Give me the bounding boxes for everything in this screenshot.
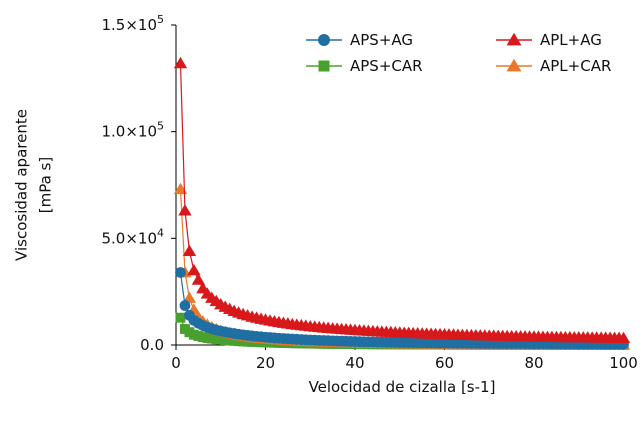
- y-tick-label: 0.0: [140, 336, 164, 354]
- legend-label: APS+AG: [350, 31, 413, 49]
- y-tick-label: 1.5×105: [101, 13, 164, 34]
- series-apl-car: [173, 182, 631, 350]
- data-point: [318, 34, 330, 46]
- y-ticks: 0.0 5.0×104 1.0×105 1.5×105: [101, 13, 176, 354]
- legend-item: APL+AG: [496, 31, 602, 49]
- data-point: [173, 56, 188, 69]
- y-axis-title-line-1: Viscosidad aparente: [13, 109, 31, 261]
- x-tick-label: 80: [524, 354, 543, 372]
- data-point: [182, 244, 197, 256]
- series-aps-ag: [175, 267, 629, 350]
- legend-item: APS+CAR: [306, 57, 423, 75]
- legend-item: APL+CAR: [496, 57, 611, 75]
- x-tick-label: 100: [609, 354, 638, 372]
- data-point: [178, 204, 192, 216]
- legend-item: APS+AG: [306, 31, 413, 49]
- data-point: [175, 312, 186, 323]
- series-apl-ag: [173, 56, 631, 344]
- legend: APS+AG APS+CAR APL+AG APL+CAR: [306, 31, 611, 75]
- data-point: [616, 331, 631, 344]
- data-point: [175, 267, 186, 278]
- x-axis-title: Velocidad de cizalla [s-1]: [309, 378, 496, 396]
- data-point: [187, 263, 201, 276]
- y-tick-label: 5.0×104: [101, 226, 164, 247]
- data-point: [506, 58, 522, 72]
- x-tick-label: 60: [435, 354, 454, 372]
- data-point: [506, 32, 522, 46]
- legend-label: APL+CAR: [540, 57, 611, 75]
- data-point: [318, 60, 330, 72]
- x-tick-label: 40: [345, 354, 364, 372]
- x-ticks: 0 20 40 60 80 100: [171, 345, 638, 372]
- data-point: [179, 300, 191, 311]
- y-axis-title-line-2: [mPa s]: [37, 157, 55, 213]
- x-tick-label: 0: [171, 354, 181, 372]
- data-point: [191, 273, 206, 285]
- legend-label: APS+CAR: [350, 57, 423, 75]
- series-line: [179, 63, 624, 339]
- series-layer: [173, 56, 631, 350]
- legend-label: APL+AG: [540, 31, 602, 49]
- x-tick-label: 20: [256, 354, 275, 372]
- data-point: [182, 291, 197, 303]
- y-tick-label: 1.0×105: [101, 120, 164, 141]
